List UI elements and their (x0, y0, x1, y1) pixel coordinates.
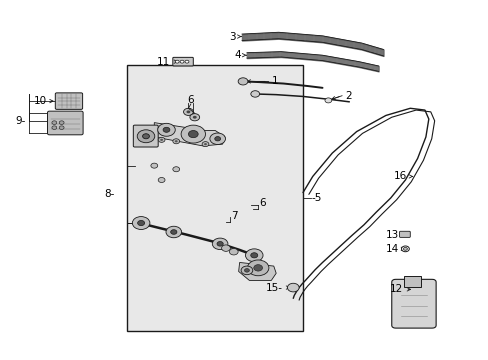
Text: 11: 11 (156, 57, 169, 67)
Circle shape (180, 60, 183, 63)
Text: 1: 1 (271, 76, 277, 86)
Text: 3: 3 (229, 32, 236, 41)
Circle shape (52, 126, 57, 130)
Circle shape (253, 265, 262, 271)
Circle shape (172, 167, 179, 172)
Circle shape (137, 130, 155, 143)
Circle shape (158, 123, 175, 136)
Circle shape (192, 116, 196, 119)
Circle shape (142, 134, 149, 139)
Circle shape (158, 177, 164, 183)
FancyBboxPatch shape (399, 231, 409, 237)
Circle shape (163, 127, 169, 132)
Text: 6: 6 (187, 95, 194, 105)
Circle shape (170, 230, 177, 234)
Text: 15-: 15- (265, 283, 282, 293)
Circle shape (401, 246, 408, 252)
Circle shape (158, 137, 164, 142)
Text: 7: 7 (230, 211, 237, 221)
Circle shape (247, 260, 268, 276)
Circle shape (217, 242, 223, 246)
Circle shape (214, 136, 220, 141)
Text: 10: 10 (33, 96, 46, 106)
Polygon shape (238, 262, 276, 280)
FancyBboxPatch shape (55, 93, 82, 109)
Circle shape (250, 253, 257, 258)
FancyBboxPatch shape (172, 57, 193, 66)
Circle shape (241, 266, 252, 275)
Circle shape (188, 131, 198, 138)
Polygon shape (154, 123, 224, 146)
Circle shape (52, 121, 57, 125)
Text: 6: 6 (259, 198, 265, 208)
Text: 2: 2 (344, 91, 351, 101)
Bar (127, 65, 303, 330)
Circle shape (203, 143, 206, 145)
Text: 14: 14 (385, 244, 398, 254)
Circle shape (244, 269, 249, 272)
Circle shape (186, 111, 190, 113)
Circle shape (209, 133, 225, 144)
Text: 13: 13 (386, 230, 399, 239)
Circle shape (183, 108, 193, 116)
Circle shape (287, 283, 299, 292)
Circle shape (202, 141, 208, 147)
Circle shape (181, 125, 205, 143)
Text: 8-: 8- (104, 189, 114, 199)
Circle shape (325, 98, 331, 103)
Circle shape (59, 126, 64, 130)
Circle shape (151, 163, 158, 168)
Circle shape (59, 121, 64, 125)
Circle shape (245, 249, 263, 262)
Circle shape (137, 220, 144, 226)
Circle shape (175, 60, 179, 63)
Text: 12: 12 (389, 284, 403, 294)
FancyBboxPatch shape (391, 279, 435, 328)
Circle shape (160, 139, 163, 141)
FancyBboxPatch shape (404, 276, 420, 287)
Circle shape (174, 140, 177, 142)
Circle shape (184, 60, 188, 63)
Text: 16: 16 (393, 171, 407, 181)
Text: -5: -5 (311, 193, 322, 203)
Circle shape (212, 238, 227, 249)
Circle shape (403, 247, 407, 250)
Circle shape (165, 226, 181, 238)
Circle shape (229, 248, 238, 255)
FancyBboxPatch shape (47, 111, 83, 135)
Text: 9-: 9- (16, 116, 26, 126)
Circle shape (250, 91, 259, 97)
Circle shape (132, 217, 150, 229)
Circle shape (221, 245, 230, 251)
Text: 4: 4 (234, 50, 241, 60)
Circle shape (238, 78, 247, 85)
Circle shape (172, 139, 179, 144)
Circle shape (189, 114, 199, 121)
FancyBboxPatch shape (133, 125, 158, 147)
